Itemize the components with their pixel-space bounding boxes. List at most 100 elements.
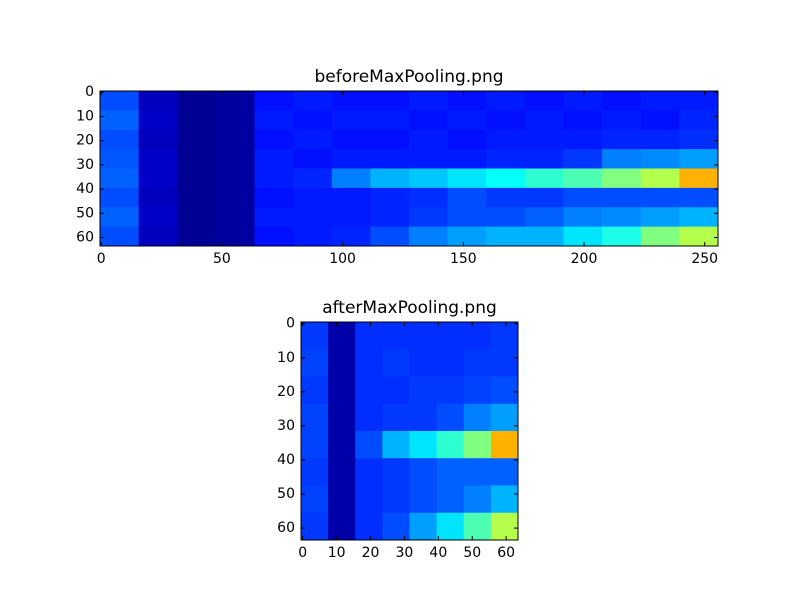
heatmap-cell xyxy=(370,129,410,150)
heatmap-cell xyxy=(602,168,642,189)
heatmap-cell xyxy=(463,349,492,377)
heatmap-cell xyxy=(602,187,642,208)
heatmap-cell xyxy=(640,129,680,150)
heatmap-cell xyxy=(177,129,217,150)
heatmap-cell xyxy=(409,349,438,377)
heatmap-cell xyxy=(409,376,438,405)
heatmap-cell xyxy=(328,376,356,405)
heatmap-cell xyxy=(490,322,519,350)
heatmap-cell xyxy=(679,149,719,169)
heatmap-cell xyxy=(679,187,719,208)
heatmap-cell xyxy=(486,110,526,131)
heatmap-cell xyxy=(293,91,333,111)
heatmap-cell xyxy=(436,322,465,350)
heatmap-cell xyxy=(254,110,294,131)
heatmap-cell xyxy=(447,129,487,150)
heatmap-cell xyxy=(355,349,383,377)
heatmap-cell xyxy=(293,168,333,189)
heatmap-cell xyxy=(463,322,492,350)
y-tick-label: 30 xyxy=(76,157,94,173)
heatmap-cell xyxy=(293,110,333,131)
chart-title: beforeMaxPooling.png xyxy=(314,67,503,87)
heatmap-cell xyxy=(370,110,410,131)
heatmap-cell xyxy=(409,168,449,189)
heatmap-cell xyxy=(409,149,449,169)
heatmap-cell xyxy=(524,149,564,169)
heatmap-cell xyxy=(447,91,487,111)
heatmap-cell xyxy=(640,110,680,131)
heatmap-cell xyxy=(382,431,410,459)
heatmap-cell xyxy=(301,349,329,377)
heatmap-cell xyxy=(328,431,356,459)
heatmap-cell xyxy=(409,207,449,228)
heatmap-cell xyxy=(328,512,356,541)
heatmap-cell xyxy=(301,512,329,541)
heatmap-cell xyxy=(447,226,487,247)
heatmap-cell xyxy=(138,129,178,150)
y-tick-label: 50 xyxy=(76,205,94,221)
heatmap-cell xyxy=(463,512,492,541)
y-tick-label: 0 xyxy=(85,84,94,100)
heatmap-cell xyxy=(328,322,356,350)
heatmap-cell xyxy=(215,187,255,208)
heatmap-cell xyxy=(370,187,410,208)
heatmap-cell xyxy=(640,207,680,228)
heatmap-cell xyxy=(436,512,465,541)
heatmap-cell xyxy=(463,485,492,514)
heatmap-cell xyxy=(293,187,333,208)
heatmap-cell xyxy=(436,349,465,377)
y-tick-label: 50 xyxy=(277,486,295,502)
heatmap-cell xyxy=(409,110,449,131)
heatmap-cell xyxy=(563,110,603,131)
x-tick-label: 20 xyxy=(362,545,380,561)
heatmap-cell xyxy=(602,91,642,111)
heatmap-cell xyxy=(490,431,519,459)
heatmap-cell xyxy=(355,458,383,486)
heatmap-cell xyxy=(490,512,519,541)
heatmap-cell xyxy=(138,207,178,228)
heatmap-cell xyxy=(382,376,410,405)
heatmap-cell xyxy=(331,226,371,247)
heatmap-cell xyxy=(177,91,217,111)
heatmap-cell xyxy=(382,512,410,541)
heatmap-cell xyxy=(602,207,642,228)
heatmap-cell xyxy=(679,110,719,131)
y-tick-label: 40 xyxy=(277,452,295,468)
heatmap-cell xyxy=(254,129,294,150)
heatmap-cell xyxy=(355,322,383,350)
heatmap-cell xyxy=(679,226,719,247)
heatmap-cell xyxy=(177,110,217,131)
heatmap-cell xyxy=(177,207,217,228)
heatmap-cell xyxy=(254,187,294,208)
heatmap-cell xyxy=(486,168,526,189)
heatmap-cell xyxy=(447,110,487,131)
heatmap-cell xyxy=(100,226,140,247)
heatmap-cell xyxy=(301,322,329,350)
heatmap-cell xyxy=(138,226,178,247)
heatmap-cell xyxy=(100,129,140,150)
x-tick-label: 0 xyxy=(298,545,307,561)
x-tick-label: 250 xyxy=(691,251,718,267)
heatmap-cell xyxy=(177,149,217,169)
x-tick-label: 10 xyxy=(328,545,346,561)
heatmap-cell xyxy=(679,207,719,228)
y-tick-label: 60 xyxy=(277,520,295,536)
heatmap-cell xyxy=(490,485,519,514)
heatmap-cell xyxy=(138,187,178,208)
heatmap-cell xyxy=(409,403,438,432)
heatmap-cell xyxy=(328,485,356,514)
heatmap-cell xyxy=(524,110,564,131)
heatmap-cell xyxy=(100,110,140,131)
x-tick-label: 0 xyxy=(97,251,106,267)
heatmap-cell xyxy=(486,207,526,228)
heatmap-cell xyxy=(100,187,140,208)
heatmap-cell xyxy=(409,91,449,111)
heatmap-cell xyxy=(254,168,294,189)
heatmap-cell xyxy=(490,403,519,432)
heatmap-cell xyxy=(355,431,383,459)
y-tick-label: 60 xyxy=(76,230,94,246)
heatmap-cell xyxy=(355,485,383,514)
heatmap-cell xyxy=(409,187,449,208)
heatmap-cell xyxy=(370,226,410,247)
x-tick-label: 100 xyxy=(329,251,356,267)
